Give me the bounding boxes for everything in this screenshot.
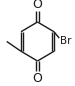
Text: O: O — [33, 0, 42, 11]
Text: O: O — [33, 72, 42, 85]
Text: Br: Br — [60, 36, 71, 47]
